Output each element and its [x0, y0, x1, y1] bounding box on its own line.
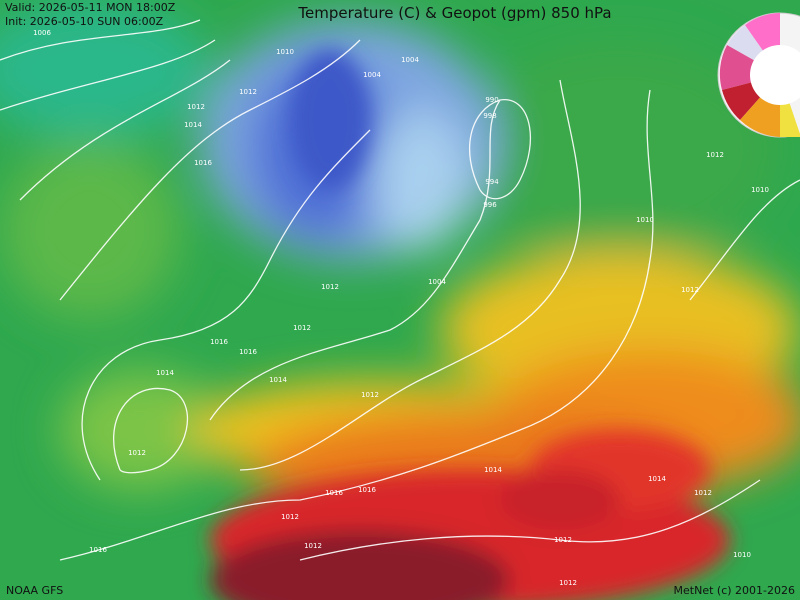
geopotential-contours [0, 19, 800, 561]
contour-label: 1016 [358, 486, 376, 494]
credit: MetNet (c) 2001-2026 [674, 584, 795, 597]
contour-label: 1014 [184, 121, 202, 129]
contour-label: 1012 [681, 286, 699, 294]
contour-label: 1004 [363, 71, 381, 79]
contour-label: 1016 [210, 338, 228, 346]
contour-label: 1010 [276, 48, 294, 56]
contour-label: 1004 [428, 278, 446, 286]
contour-label: 1012 [281, 513, 299, 521]
contour-label: 1016 [89, 546, 107, 554]
contour-label: 1012 [321, 283, 339, 291]
contour-label: 1016 [325, 489, 343, 497]
contour-label: 1012 [293, 324, 311, 332]
contour-label: 1012 [361, 391, 379, 399]
contour-label: 1012 [304, 542, 322, 550]
map-title: Temperature (C) & Geopot (gpm) 850 hPa [297, 4, 611, 22]
contour-label: 1012 [554, 536, 572, 544]
contour-label: 1014 [269, 376, 287, 384]
contour-label: 990 [485, 96, 498, 104]
contour-label: 998 [483, 112, 496, 120]
contour-label: 1004 [401, 56, 419, 64]
contour-label: 1012 [187, 103, 205, 111]
contour-label: 1016 [194, 159, 212, 167]
contour-label: 1012 [128, 449, 146, 457]
contour-label: 1010 [751, 186, 769, 194]
init-time: Init: 2026-05-10 SUN 06:00Z [5, 15, 164, 28]
contour-label: 1014 [648, 475, 666, 483]
contour-label: 1016 [239, 348, 257, 356]
contour-label: 996 [483, 201, 497, 209]
contour-label: 1014 [156, 369, 174, 377]
contour-label: 1010 [733, 551, 751, 559]
colour-scale-wheel [717, 12, 800, 138]
contour-label: 1006 [33, 29, 51, 37]
contour-label: 1012 [559, 579, 577, 587]
contour-label: 1012 [706, 151, 724, 159]
contour-label: 1010 [636, 216, 654, 224]
contour-label: 1012 [694, 489, 712, 497]
valid-time: Valid: 2026-05-11 MON 18:00Z [5, 1, 176, 14]
model-source: NOAA GFS [6, 584, 63, 597]
contour-label: 1014 [484, 466, 502, 474]
contour-label: 1012 [239, 88, 257, 96]
contour-labels: 1006 1010 1004 1004 1012 1014 1016 1012 990 998 99… [33, 29, 769, 587]
contour-label: 994 [485, 178, 499, 186]
